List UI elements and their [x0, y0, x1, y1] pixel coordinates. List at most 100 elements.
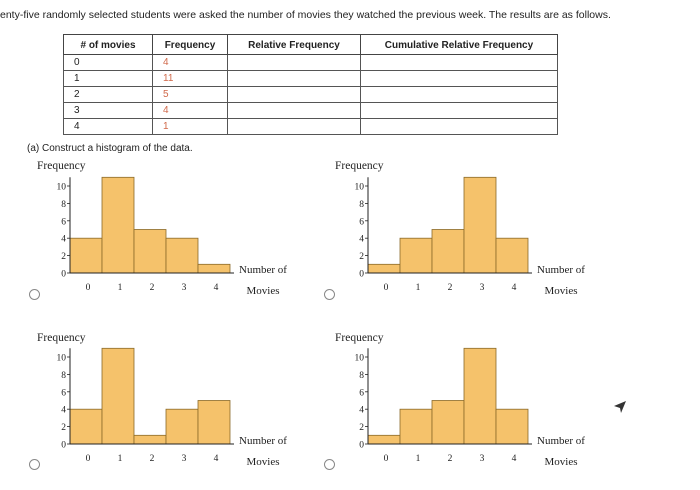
- histogram-bar: [165, 237, 199, 274]
- table-row: 2 5: [63, 86, 558, 103]
- histogram-bar: [495, 408, 529, 445]
- y-tick-label: 10: [355, 354, 365, 364]
- header-frequency: Frequency: [152, 34, 228, 55]
- x-tick-label: 3: [480, 454, 485, 464]
- movies-cell: 2: [63, 86, 153, 103]
- x-tick-label: 2: [150, 283, 155, 293]
- x-axis-label-line1: Number of: [239, 435, 287, 447]
- histogram-bar: [69, 237, 103, 274]
- relative-frequency-input[interactable]: [227, 70, 361, 87]
- cumulative-frequency-input[interactable]: [360, 70, 558, 87]
- y-tick-label: 8: [61, 371, 66, 381]
- movies-cell: 3: [63, 102, 153, 119]
- y-tick-label: 2: [359, 252, 364, 262]
- relative-frequency-input[interactable]: [227, 54, 361, 71]
- y-tick-label: 4: [359, 235, 364, 245]
- histogram-bar: [165, 408, 199, 445]
- histogram-bar: [101, 347, 135, 445]
- y-axis-label: Frequency: [335, 332, 384, 344]
- histogram-bar: [133, 434, 167, 445]
- cumulative-frequency-input[interactable]: [360, 54, 558, 71]
- relative-frequency-input[interactable]: [227, 118, 361, 135]
- movies-cell: 0: [63, 54, 153, 71]
- histogram-option-c: 0 2 4 6 8 10 0 1 2 3 4 Number of Movies: [57, 347, 287, 468]
- x-tick-label: 0: [384, 454, 389, 464]
- x-axis-label-line2: Movies: [247, 456, 280, 468]
- frequency-cell: 4: [152, 54, 228, 71]
- x-tick-label: 4: [512, 454, 517, 464]
- movies-cell: 4: [63, 118, 153, 135]
- y-tick-label: 6: [61, 388, 66, 398]
- histogram-bar: [367, 434, 401, 445]
- y-axis-label: Frequency: [37, 160, 86, 172]
- option-c-radio[interactable]: [29, 459, 40, 470]
- option-a-radio[interactable]: [29, 289, 40, 300]
- question-text: enty-five randomly selected students wer…: [0, 9, 611, 21]
- x-tick-label: 4: [512, 283, 517, 293]
- y-tick-label: 8: [359, 200, 364, 210]
- relative-frequency-input[interactable]: [227, 102, 361, 119]
- histogram-bar: [463, 176, 497, 274]
- x-tick-label: 1: [416, 283, 421, 293]
- y-tick-label: 2: [61, 423, 66, 433]
- histogram-option-a: 0 2 4 6 8 10 0 1 2 3 4 Number of Movies: [57, 176, 287, 297]
- x-axis-label-line1: Number of: [537, 264, 585, 276]
- header-movies: # of movies: [63, 34, 153, 55]
- y-tick-label: 10: [57, 183, 67, 193]
- x-tick-label: 0: [86, 283, 91, 293]
- histogram-bar: [367, 263, 401, 274]
- frequency-cell: 1: [152, 118, 228, 135]
- histogram-bar: [431, 400, 465, 445]
- x-tick-label: 2: [448, 283, 453, 293]
- y-axis-label: Frequency: [37, 332, 86, 344]
- option-d-radio[interactable]: [324, 459, 335, 470]
- histogram-bar: [133, 229, 167, 274]
- x-tick-label: 4: [214, 283, 219, 293]
- option-b-radio[interactable]: [324, 289, 335, 300]
- y-tick-label: 0: [61, 441, 66, 451]
- x-tick-label: 2: [150, 454, 155, 464]
- cumulative-frequency-input[interactable]: [360, 102, 558, 119]
- histogram-bar: [399, 237, 433, 274]
- header-cumulative-relative-frequency: Cumulative Relative Frequency: [360, 34, 558, 55]
- y-tick-label: 6: [359, 388, 364, 398]
- x-tick-label: 1: [118, 283, 123, 293]
- frequency-table: # of movies Frequency Relative Frequency…: [63, 34, 558, 135]
- histogram-bar: [399, 408, 433, 445]
- x-axis-label-line1: Number of: [537, 435, 585, 447]
- histogram-bar: [69, 408, 103, 445]
- y-tick-label: 4: [61, 406, 66, 416]
- histogram-bar: [463, 347, 497, 445]
- x-tick-label: 0: [384, 283, 389, 293]
- table-row: 1 11: [63, 70, 558, 87]
- relative-frequency-input[interactable]: [227, 86, 361, 103]
- header-relative-frequency: Relative Frequency: [227, 34, 361, 55]
- y-tick-label: 6: [61, 217, 66, 227]
- histogram-bar: [495, 237, 529, 274]
- y-tick-label: 10: [57, 354, 67, 364]
- table-row: 3 4: [63, 102, 558, 119]
- x-tick-label: 3: [480, 283, 485, 293]
- cumulative-frequency-input[interactable]: [360, 118, 558, 135]
- x-axis-label-line2: Movies: [545, 285, 578, 297]
- x-tick-label: 2: [448, 454, 453, 464]
- histogram-bar: [431, 229, 465, 274]
- y-tick-label: 8: [359, 371, 364, 381]
- frequency-cell: 4: [152, 102, 228, 119]
- histogram-option-b: 0 2 4 6 8 10 0 1 2 3 4 Number of Movies: [355, 176, 585, 297]
- movies-cell: 1: [63, 70, 153, 87]
- x-tick-label: 1: [118, 454, 123, 464]
- histogram-bar: [101, 176, 135, 274]
- y-tick-label: 2: [61, 252, 66, 262]
- cumulative-frequency-input[interactable]: [360, 86, 558, 103]
- x-tick-label: 1: [416, 454, 421, 464]
- part-a-prompt: (a) Construct a histogram of the data.: [27, 143, 193, 154]
- table-row: 4 1: [63, 118, 558, 135]
- x-axis-label-line2: Movies: [247, 285, 280, 297]
- y-tick-label: 4: [359, 406, 364, 416]
- y-tick-label: 6: [359, 217, 364, 227]
- x-axis-label-line1: Number of: [239, 264, 287, 276]
- histogram-bar: [197, 263, 231, 274]
- table-header-row: # of movies Frequency Relative Frequency…: [63, 34, 558, 55]
- y-tick-label: 8: [61, 200, 66, 210]
